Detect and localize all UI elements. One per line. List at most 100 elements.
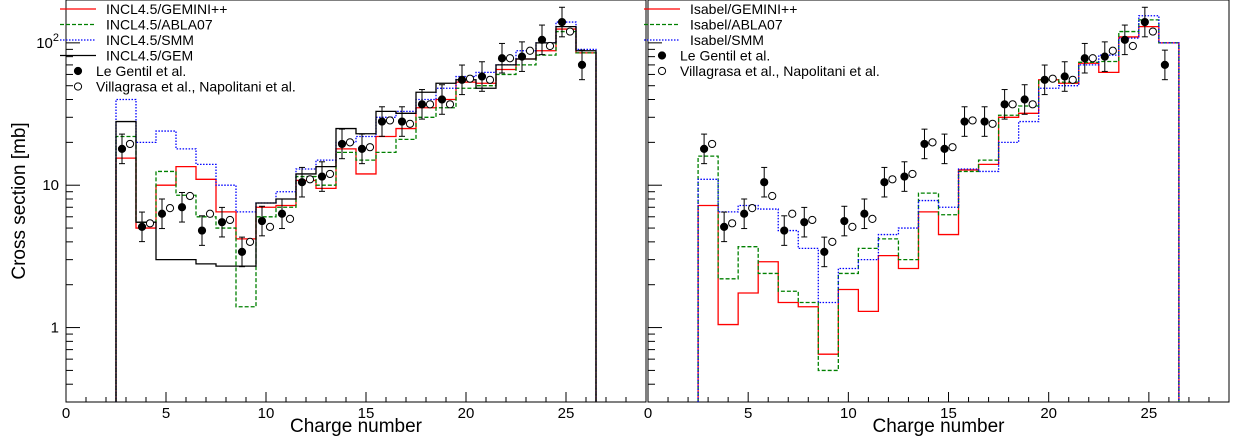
- data-point-open: [425, 100, 435, 109]
- data-point-filled: [1100, 52, 1109, 61]
- data-point-open: [125, 139, 135, 149]
- x-tick-label: 0: [644, 405, 652, 422]
- data-point-open: [1088, 54, 1097, 63]
- data-point-filled: [860, 209, 869, 218]
- data-point-open: [1028, 100, 1037, 109]
- x-tick-label: 5: [162, 405, 170, 422]
- x-tick-label: 20: [458, 405, 475, 422]
- data-point-open: [1128, 41, 1137, 51]
- data-point-filled: [1140, 17, 1149, 27]
- data-point-open: [485, 75, 495, 84]
- data-point-open: [445, 100, 455, 109]
- data-point-filled: [740, 209, 749, 218]
- data-point-open: [888, 175, 897, 184]
- data-point-filled: [377, 117, 387, 126]
- data-point-filled: [960, 117, 969, 126]
- y-tick-label: 1: [51, 320, 59, 337]
- x-tick-label: 15: [358, 405, 375, 422]
- data-point-open: [565, 27, 575, 36]
- legend: Isabel/GEMINI++Isabel/ABLA07Isabel/SMMLe…: [644, 1, 880, 79]
- data-point-filled: [840, 216, 849, 226]
- data-point-filled: [257, 216, 267, 226]
- data-point-filled: [940, 144, 949, 153]
- data-point-filled: [497, 54, 507, 63]
- legend-label: INCL4.5/GEM: [106, 48, 193, 64]
- x-tick-label: 5: [744, 405, 752, 422]
- x-tick-label: 25: [558, 405, 575, 422]
- data-point-open: [868, 214, 877, 223]
- data-point-open: [748, 204, 757, 213]
- x-tick-label: 10: [258, 405, 275, 422]
- panel-left: 0 5 10 15 20 25 1 10 102 Charge number Cross secti…: [9, 0, 647, 437]
- data-point-open: [908, 169, 917, 179]
- data-point-open: [145, 219, 155, 228]
- data-point-filled: [1060, 72, 1069, 81]
- data-point-open: [165, 204, 175, 213]
- data-point-filled: [417, 100, 427, 109]
- data-point-open: [828, 237, 837, 246]
- data-point-open: [1068, 75, 1077, 84]
- data-point-open: [185, 191, 195, 201]
- data-point-open: [988, 119, 997, 128]
- data-point-filled: [297, 178, 307, 187]
- data-point-open: [788, 209, 797, 218]
- legend-marker: [657, 66, 667, 76]
- legend-label: INCL4.5/GEMINI++: [106, 1, 227, 17]
- data-point-filled: [557, 17, 567, 27]
- data-point-filled: [517, 52, 527, 61]
- data-point-filled: [1120, 35, 1129, 44]
- data-point-filled: [317, 172, 327, 181]
- data-point-open: [385, 116, 395, 125]
- data-point-open: [325, 169, 335, 179]
- series-line-2: [697, 15, 1180, 402]
- legend-marker: [657, 51, 667, 60]
- data-point-open: [1108, 46, 1117, 55]
- data-point-open: [505, 54, 515, 63]
- data-point-filled: [980, 117, 989, 126]
- data-point-open: [1008, 100, 1017, 109]
- legend-label: Villagrasa et al., Napolitani et al.: [96, 79, 296, 95]
- data-point-open: [265, 222, 275, 231]
- data-point-filled: [699, 144, 709, 153]
- data-point-open: [305, 175, 315, 184]
- data-point-open: [1148, 27, 1157, 36]
- data-point-filled: [177, 203, 187, 212]
- data-point-filled: [217, 218, 227, 227]
- legend-label: Isabel/ABLA07: [690, 17, 783, 33]
- data-point-filled: [1020, 95, 1029, 104]
- x-tick-label: 0: [62, 405, 70, 422]
- x-axis-label: Charge number: [290, 416, 423, 437]
- legend-label: Villagrasa et al., Napolitani et al.: [680, 63, 880, 79]
- y-axis-ticks: 1 10 102: [36, 0, 80, 403]
- data-point-filled: [137, 222, 147, 231]
- data-point-open: [768, 191, 777, 201]
- data-point-filled: [800, 218, 809, 227]
- data-point-open: [225, 215, 235, 225]
- data-point-filled: [920, 139, 929, 149]
- data-point-filled: [537, 35, 547, 44]
- data-point-filled: [157, 209, 167, 218]
- legend-label: Isabel/GEMINI++: [690, 1, 797, 17]
- data-point-open: [205, 209, 215, 218]
- plot-frame: [65, 0, 647, 403]
- data-point-open: [365, 143, 375, 152]
- data-point-filled: [457, 75, 467, 84]
- data-point-filled: [1160, 60, 1169, 70]
- y-tick-label: 102: [36, 32, 59, 52]
- legend-label: INCL4.5/ABLA07: [106, 17, 213, 33]
- data-point-open: [848, 222, 857, 231]
- data-point-open: [545, 41, 555, 51]
- data-point-filled: [1080, 54, 1089, 63]
- data-point-open: [808, 215, 817, 225]
- data-point-filled: [900, 172, 909, 181]
- data-point-filled: [477, 72, 487, 81]
- series-line-2: [115, 21, 597, 402]
- data-point-open: [285, 214, 295, 223]
- legend-marker: [73, 66, 83, 76]
- data-point-filled: [117, 144, 127, 153]
- data-point-open: [928, 138, 937, 147]
- data-point-open: [245, 237, 255, 246]
- data-point-filled: [237, 247, 247, 257]
